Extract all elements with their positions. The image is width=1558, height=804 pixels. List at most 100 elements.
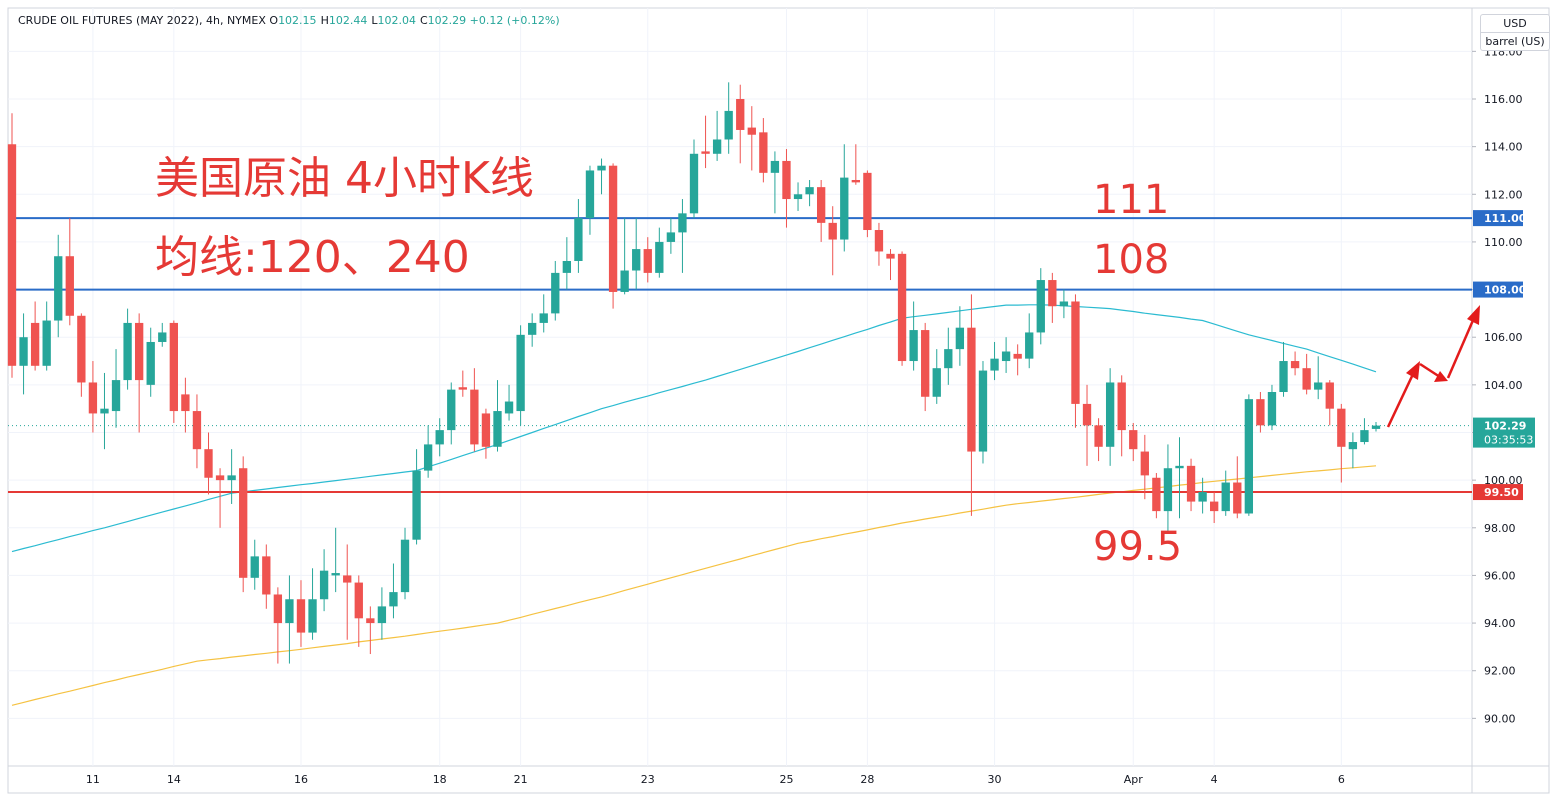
unit-box: USD barrel (US) xyxy=(1480,14,1550,51)
candle-body xyxy=(42,320,51,366)
candle-body xyxy=(1013,353,1022,359)
candle-body xyxy=(377,606,387,624)
candle-body xyxy=(897,253,907,362)
candle-body xyxy=(250,556,259,578)
candle-body xyxy=(65,256,74,316)
candle-body xyxy=(1360,430,1369,443)
candle-body xyxy=(886,253,895,259)
candles xyxy=(7,82,1381,664)
moving-average xyxy=(11,465,1377,706)
currency: USD xyxy=(1503,17,1527,30)
y-tick-label: 110.00 xyxy=(1484,236,1523,249)
candle-body xyxy=(932,368,941,397)
candle-body xyxy=(1129,430,1138,450)
candle-body xyxy=(1094,425,1103,447)
candle-body xyxy=(655,241,664,273)
candle-body xyxy=(840,177,849,240)
candle-body xyxy=(227,475,236,481)
candle-body xyxy=(770,160,780,173)
candle-body xyxy=(1152,477,1161,512)
candle-body xyxy=(909,330,918,362)
candle-body xyxy=(343,575,352,583)
candle-body xyxy=(1025,332,1034,359)
y-tick-label: 90.00 xyxy=(1484,712,1516,725)
candle-body xyxy=(1186,465,1196,502)
candle-body xyxy=(354,582,363,619)
candle-body xyxy=(458,387,467,390)
unit: barrel (US) xyxy=(1481,32,1549,50)
moving-average xyxy=(11,304,1377,553)
candle-body xyxy=(608,165,618,292)
x-tick-label: 23 xyxy=(641,773,655,786)
candle-body xyxy=(643,249,652,273)
candle-body xyxy=(1048,280,1057,307)
level-label-bg xyxy=(1473,484,1523,501)
y-tick-label: 96.00 xyxy=(1484,569,1516,582)
candle-body xyxy=(273,594,283,624)
candle-body xyxy=(620,270,629,292)
chart-title: 美国原油 4小时K线 xyxy=(155,153,534,204)
candle-body xyxy=(331,573,340,576)
ohlc-key: C xyxy=(419,14,428,27)
candle-body xyxy=(30,322,40,366)
candle-body xyxy=(967,327,976,452)
last-price-label: 102.29 xyxy=(1484,420,1526,433)
x-tick-label: 28 xyxy=(860,773,874,786)
candle-body xyxy=(412,470,421,540)
candle-body xyxy=(528,322,537,335)
candle-body xyxy=(1221,482,1230,512)
change: +0.12 (+0.12%) xyxy=(469,14,560,27)
candle-body xyxy=(1302,368,1311,390)
candle-body xyxy=(874,230,884,252)
candle-body xyxy=(111,380,121,412)
candle-body xyxy=(470,389,479,445)
candle-body xyxy=(851,179,860,183)
level-label: 108.00 xyxy=(1484,284,1527,297)
level-label-bg xyxy=(1473,281,1523,298)
ohlc-value: 102.15 xyxy=(278,14,317,27)
arrow-line xyxy=(1446,317,1476,379)
candle-body xyxy=(423,444,433,471)
candle-body xyxy=(1175,465,1184,469)
arrow-head xyxy=(1434,371,1448,382)
candle-body xyxy=(1117,382,1126,431)
candle-body xyxy=(736,98,745,130)
y-tick-label: 112.00 xyxy=(1484,188,1523,201)
x-tick-label: Apr xyxy=(1124,773,1144,786)
candle-body xyxy=(493,411,502,447)
candle-body xyxy=(1198,492,1207,502)
candle-body xyxy=(192,411,202,450)
candle-body xyxy=(747,127,756,135)
candle-body xyxy=(678,213,687,233)
ohlc-key: L xyxy=(371,14,378,27)
y-tick-label: 116.00 xyxy=(1484,93,1523,106)
x-tick-label: 21 xyxy=(514,773,528,786)
candle-body xyxy=(308,599,317,633)
candle-body xyxy=(1325,382,1334,409)
x-tick-label: 18 xyxy=(433,773,447,786)
candle-body xyxy=(828,222,837,240)
candle-body xyxy=(990,358,999,371)
candle-body xyxy=(551,272,560,314)
candle-body xyxy=(134,322,144,381)
candle-body xyxy=(1256,399,1265,426)
candle-body xyxy=(1233,482,1242,514)
ohlc-key: O xyxy=(269,14,279,27)
candle-body xyxy=(1105,382,1115,447)
candle-body xyxy=(597,165,606,171)
annotation: 99.5 xyxy=(1093,524,1182,570)
candle-body xyxy=(921,330,930,397)
y-tick-label: 106.00 xyxy=(1484,331,1523,344)
x-tick-label: 30 xyxy=(988,773,1002,786)
candle-body xyxy=(77,315,86,383)
ohlc-key: H xyxy=(320,14,329,27)
y-tick-label: 114.00 xyxy=(1484,141,1523,154)
x-tick-label: 25 xyxy=(779,773,793,786)
candle-body xyxy=(712,139,722,154)
candle-body xyxy=(666,232,676,242)
y-tick-label: 100.00 xyxy=(1484,474,1523,487)
level-label-bg xyxy=(1473,210,1523,227)
candle-body xyxy=(1140,451,1149,476)
annotation: 108 xyxy=(1093,237,1169,283)
